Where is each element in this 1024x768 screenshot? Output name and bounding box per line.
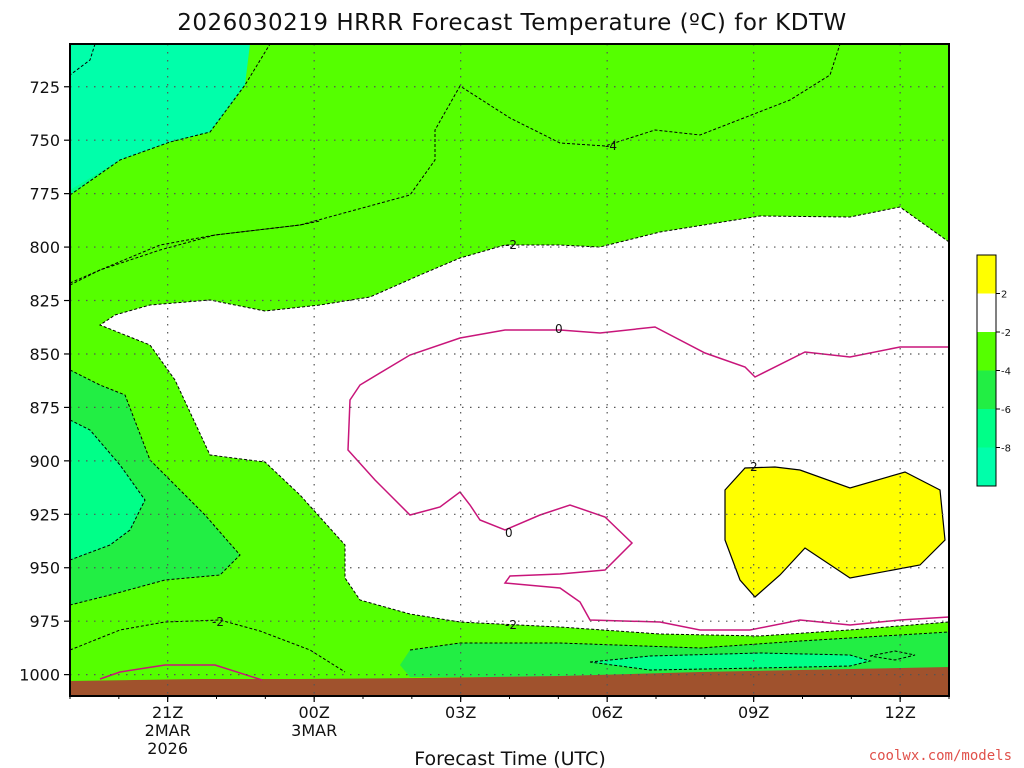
x-tick-label: 03Z: [445, 703, 476, 722]
y-tick-label: 900: [29, 452, 60, 471]
band-cold-left: [70, 370, 240, 605]
contour-labels: -4 -2 0 2 0 -2 -2: [212, 139, 758, 632]
contour-label: -4: [605, 139, 617, 153]
y-tick-label: 975: [29, 612, 60, 631]
y-tick-label: 800: [29, 238, 60, 257]
y-tick-label: 1000: [19, 666, 60, 685]
x-tick-label: 09Z: [738, 703, 769, 722]
x-tick-sublabel: 2MAR: [145, 721, 191, 740]
band-cold-top-left-core: [70, 44, 250, 190]
x-tick-label: 12Z: [885, 703, 916, 722]
y-tick-label: 825: [29, 292, 60, 311]
y-tick-label: 925: [29, 505, 60, 524]
band-green-upper: [70, 44, 840, 285]
contour-label: 0: [505, 526, 513, 540]
x-axis-label: Forecast Time (UTC): [414, 748, 605, 768]
y-tick-label: 725: [29, 78, 60, 97]
colorbar-label: -2: [1001, 328, 1011, 339]
y-tick-label: 875: [29, 398, 60, 417]
y-tick-label: 775: [29, 185, 60, 204]
band-colder-bottom: [590, 653, 870, 670]
band-teal-top-left: [70, 44, 95, 75]
colorbar-label: -6: [1001, 405, 1011, 416]
band-colder-left: [70, 420, 145, 560]
x-tick-label: 00Z: [299, 703, 330, 722]
colorbar-swatch: [977, 409, 996, 448]
colorbar-swatch: [977, 293, 996, 332]
contour-label: -2: [212, 615, 224, 629]
contours-zero-degree: [99, 326, 950, 681]
colorbar-label: -4: [1001, 367, 1011, 378]
contour-label: 2: [750, 460, 758, 474]
plot-area: -4 -2 0 2 0 -2 -2: [69, 43, 950, 697]
y-tick-label: 950: [29, 559, 60, 578]
terrain-ground: [70, 667, 949, 696]
colorbar-swatch: [977, 255, 996, 294]
y-axis: 725 750 775 800 825 850 875 900 925 950 975 1000: [19, 78, 70, 685]
colorbar-swatch: [977, 370, 996, 409]
credit-text: coolwx.com/models: [869, 748, 1012, 764]
colorbar-swatch: [977, 332, 996, 371]
contour-label: -2: [505, 618, 517, 632]
contours-dashed: [69, 43, 950, 673]
chart-title: 2026030219 HRRR Forecast Temperature (ºC…: [177, 10, 847, 36]
x-tick-sublabel: 2026: [147, 739, 188, 758]
y-tick-label: 750: [29, 131, 60, 150]
x-tick-sublabel: 3MAR: [291, 721, 337, 740]
colorbar-swatch: [977, 447, 996, 486]
colorbar-label: -8: [1001, 444, 1011, 455]
y-tick-label: 850: [29, 345, 60, 364]
contour-label: 0: [555, 322, 563, 336]
x-tick-label: 06Z: [592, 703, 623, 722]
colorbar-legend: 2 -2 -4 -6 -8: [976, 254, 1011, 487]
colorbar-label: 2: [1001, 290, 1007, 301]
x-tick-label: 21Z: [152, 703, 183, 722]
contour-label: -2: [505, 238, 517, 252]
band-yellow-warm-pocket: [724, 466, 946, 598]
